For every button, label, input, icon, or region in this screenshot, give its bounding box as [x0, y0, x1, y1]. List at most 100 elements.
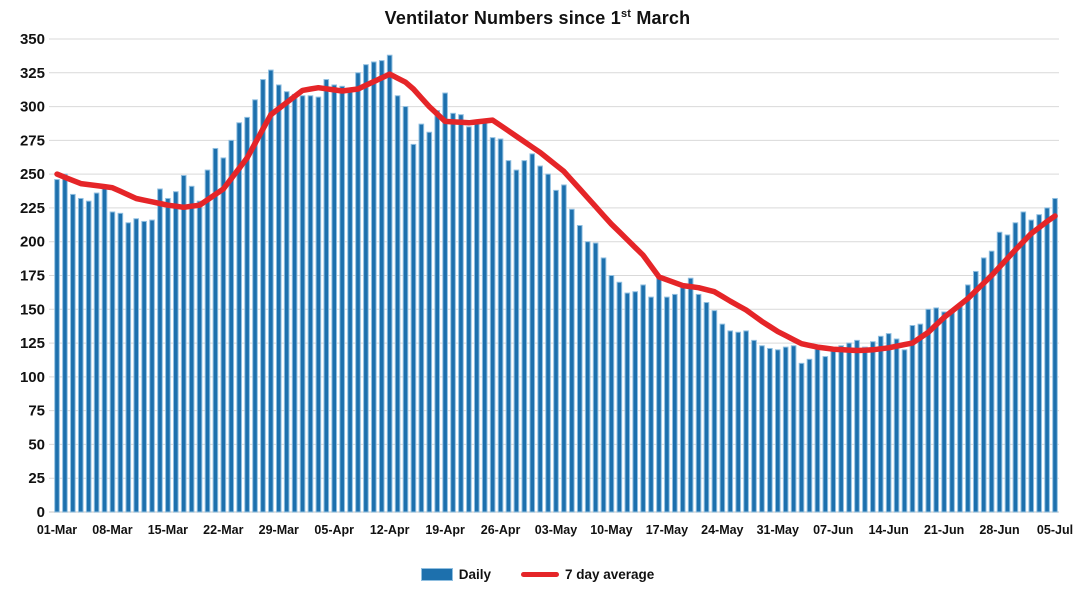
daily-bar — [402, 106, 409, 513]
y-axis-tick-label: 325 — [20, 65, 45, 82]
daily-bar — [77, 197, 84, 513]
daily-bar — [592, 242, 599, 513]
x-axis-tick-label: 10-May — [590, 523, 632, 537]
daily-bar — [165, 197, 171, 513]
daily-bar — [537, 165, 543, 513]
daily-bar — [893, 338, 900, 513]
daily-bar — [624, 292, 631, 513]
daily-bar — [149, 219, 155, 513]
daily-bar — [806, 358, 813, 513]
y-axis-tick-label: 350 — [20, 31, 45, 48]
daily-bar — [640, 284, 646, 513]
x-axis-tick-label: 14-Jun — [869, 523, 909, 537]
daily-bar — [339, 85, 345, 513]
x-axis-tick-label: 05-Jul — [1037, 523, 1073, 537]
x-axis-tick-label: 24-May — [701, 523, 743, 537]
daily-bar — [1036, 214, 1042, 513]
daily-bar — [101, 187, 108, 513]
chart-title-suffix: March — [631, 8, 691, 28]
daily-bar — [909, 325, 916, 513]
daily-bar — [418, 123, 425, 513]
daily-bar — [988, 250, 995, 513]
x-axis-tick-label: 01-Mar — [37, 523, 77, 537]
daily-bar — [957, 306, 963, 513]
daily-bar — [1004, 234, 1011, 513]
daily-bar — [125, 222, 132, 513]
daily-bar — [220, 157, 227, 513]
daily-bar — [798, 362, 805, 513]
daily-bar — [925, 308, 932, 513]
daily-bar — [862, 346, 868, 513]
daily-bar — [972, 270, 979, 513]
daily-bar — [561, 184, 567, 513]
daily-bar — [244, 116, 250, 513]
daily-bar — [870, 341, 876, 513]
daily-bar — [133, 218, 140, 513]
y-axis-tick-label: 150 — [20, 301, 45, 318]
x-axis-tick-label: 03-May — [535, 523, 577, 537]
daily-bar — [1052, 197, 1058, 513]
daily-bar — [1012, 222, 1019, 513]
daily-bar — [933, 307, 939, 513]
legend: Daily 7 day average — [0, 567, 1075, 582]
daily-bar — [252, 99, 258, 513]
daily-bar — [363, 64, 369, 513]
daily-bar — [584, 241, 591, 513]
daily-bar — [822, 356, 829, 513]
legend-label-average: 7 day average — [564, 567, 655, 582]
daily-bar — [307, 95, 314, 513]
daily-bar — [236, 122, 242, 513]
x-axis-tick-label: 21-Jun — [924, 523, 964, 537]
y-axis-tick-label: 50 — [28, 436, 45, 453]
daily-bar — [458, 114, 464, 513]
average-line-swatch-icon — [520, 572, 559, 577]
y-axis-tick-label: 175 — [20, 268, 45, 285]
daily-bar — [743, 330, 749, 513]
y-axis-tick-label: 100 — [20, 369, 45, 386]
x-axis-tick-label: 26-Apr — [481, 523, 521, 537]
y-axis-tick-label: 25 — [28, 470, 45, 487]
daily-bar — [299, 95, 306, 513]
daily-bar — [283, 91, 290, 513]
daily-bar — [711, 310, 718, 513]
daily-bar — [196, 200, 203, 513]
daily-bar — [1044, 207, 1050, 513]
average-line — [54, 71, 1058, 354]
y-axis-tick-label: 250 — [20, 166, 45, 183]
y-axis-tick-label: 75 — [28, 403, 45, 420]
daily-bar — [481, 120, 488, 513]
daily-bar — [980, 257, 987, 513]
daily-bar — [141, 220, 147, 513]
daily-bar — [965, 284, 971, 513]
chart-title: Ventilator Numbers since 1st March — [0, 8, 1075, 29]
daily-bar — [93, 192, 100, 513]
daily-bar — [679, 287, 686, 513]
daily-bar — [109, 211, 116, 513]
chart-title-ordinal: st — [620, 8, 632, 20]
daily-bar — [394, 95, 401, 513]
daily-bar — [703, 302, 710, 513]
daily-bar — [569, 208, 575, 513]
daily-bar — [521, 160, 528, 513]
daily-bar — [672, 293, 678, 513]
daily-bar — [656, 277, 662, 513]
daily-bar — [838, 345, 844, 513]
daily-bar — [814, 347, 821, 513]
daily-bar — [608, 275, 615, 513]
daily-bar — [442, 92, 448, 513]
x-axis-tick-label: 29-Mar — [259, 523, 299, 537]
daily-bar — [759, 345, 765, 513]
daily-bar — [291, 93, 298, 513]
daily-bar — [877, 335, 884, 513]
daily-bar — [854, 339, 860, 513]
daily-bar — [782, 346, 789, 513]
legend-label-daily: Daily — [458, 567, 491, 582]
daily-bar — [62, 173, 68, 513]
daily-bar — [386, 54, 393, 513]
daily-bar — [378, 60, 385, 513]
daily-bar — [767, 347, 773, 513]
y-axis-tick-label: 225 — [20, 200, 45, 217]
x-axis-tick-label: 07-Jun — [813, 523, 853, 537]
